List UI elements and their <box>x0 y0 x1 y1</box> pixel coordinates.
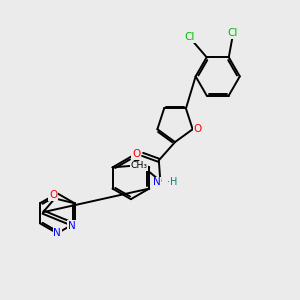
Text: O: O <box>49 190 57 200</box>
Text: ·H: ·H <box>167 176 177 187</box>
Text: N: N <box>153 177 160 188</box>
Text: N: N <box>68 221 75 231</box>
Text: N: N <box>53 228 61 238</box>
Text: O: O <box>132 149 140 159</box>
Text: Cl: Cl <box>227 28 238 38</box>
Text: O: O <box>194 124 202 134</box>
Text: Cl: Cl <box>185 32 195 42</box>
Text: CH₃: CH₃ <box>130 161 148 170</box>
